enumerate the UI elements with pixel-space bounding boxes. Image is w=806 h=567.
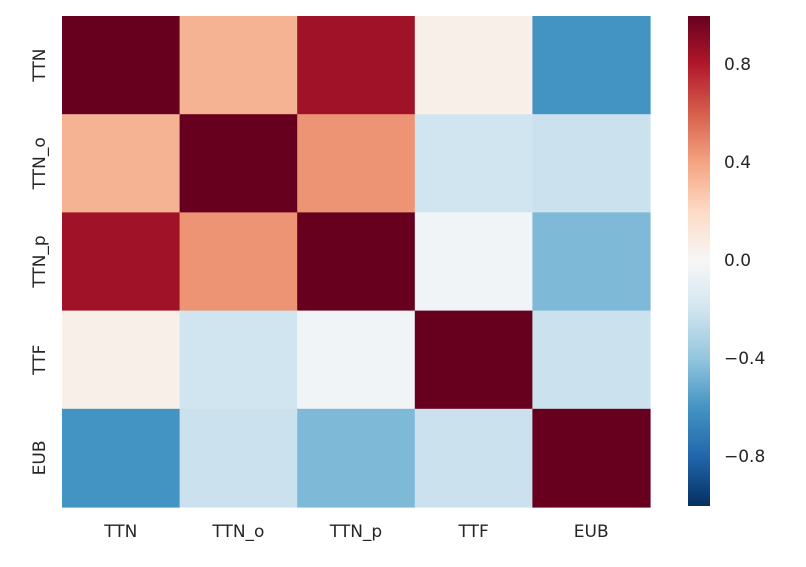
heatmap-cell-TTN_p-TTN_p <box>297 212 416 312</box>
x-tick-label: TTN_p <box>329 522 382 542</box>
heatmap-cell-TTN_o-TTF <box>414 114 533 213</box>
heatmap-cell-TTF-EUB <box>532 310 651 410</box>
heatmap-cell-TTN_p-TTN <box>62 212 181 312</box>
y-tick-label: TTN_o <box>30 137 50 190</box>
heatmap-cell-TTF-TTN_p <box>297 310 416 410</box>
heatmap-cell-TTN_p-TTF <box>414 212 533 312</box>
colorbar-tick-label: 0.8 <box>724 55 751 75</box>
heatmap-cell-TTN_p-EUB <box>532 212 651 312</box>
heatmap-cell-TTN-EUB <box>532 16 651 115</box>
x-tick-label: TTN <box>103 522 137 542</box>
x-tick-label: EUB <box>574 522 609 542</box>
heatmap-cell-TTN_o-TTN_p <box>297 114 416 213</box>
heatmap-cell-EUB-TTF <box>414 408 533 508</box>
x-tick-label: TTF <box>457 522 488 542</box>
colorbar-tick-label: 0.4 <box>724 153 751 173</box>
heatmap-cell-TTN_p-TTN_o <box>179 212 298 312</box>
y-tick-label: TTN <box>30 49 50 83</box>
heatmap-cell-TTN-TTF <box>414 16 533 115</box>
heatmap-cell-TTN-TTN <box>62 16 181 115</box>
y-tick-label: TTF <box>30 345 50 376</box>
heatmap-cell-TTN_o-TTN <box>62 114 181 213</box>
heatmap-cell-EUB-TTN_p <box>297 408 416 508</box>
colorbar-tick-label: −0.4 <box>724 349 765 369</box>
y-tick-label: TTN_p <box>30 235 50 288</box>
heatmap-cell-EUB-TTN <box>62 408 181 508</box>
colorbar-tick-label: −0.8 <box>724 447 765 467</box>
heatmap-cell-TTN_o-TTN_o <box>179 114 298 213</box>
heatmap-cell-EUB-EUB <box>532 408 651 508</box>
heatmap-cell-TTF-TTN <box>62 310 181 410</box>
heatmap-cell-TTF-TTN_o <box>179 310 298 410</box>
colorbar: 0.8 0.4 0.0 −0.4 −0.8 <box>688 16 765 506</box>
heatmap-cells <box>62 16 651 508</box>
colorbar-ticks: 0.8 0.4 0.0 −0.4 −0.8 <box>724 55 765 467</box>
x-axis: TTN TTN_o TTN_p TTF EUB <box>103 522 608 542</box>
heatmap-cell-TTN_o-EUB <box>532 114 651 213</box>
y-axis: TTN TTN_o TTN_p TTF EUB <box>30 49 50 476</box>
colorbar-gradient <box>688 16 710 506</box>
heatmap-cell-TTF-TTF <box>414 310 533 410</box>
heatmap-cell-TTN-TTN_o <box>179 16 298 115</box>
colorbar-tick-label: 0.0 <box>724 251 751 271</box>
heatmap-cell-TTN-TTN_p <box>297 16 416 115</box>
heatmap-cell-EUB-TTN_o <box>179 408 298 508</box>
x-tick-label: TTN_o <box>211 522 264 542</box>
y-tick-label: EUB <box>30 440 50 475</box>
